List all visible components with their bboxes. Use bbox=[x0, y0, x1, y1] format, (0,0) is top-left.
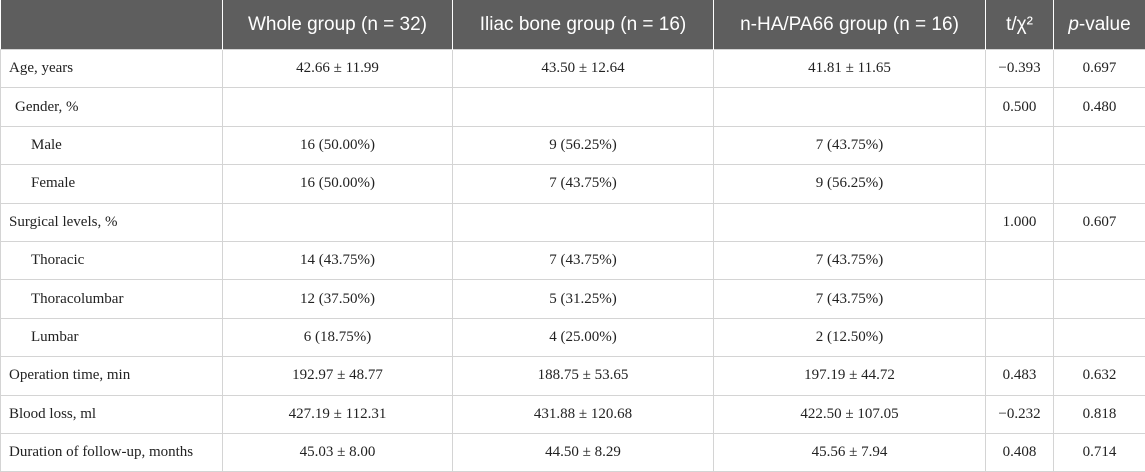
table-cell: 0.480 bbox=[1053, 87, 1145, 127]
table-cell bbox=[1053, 317, 1145, 358]
table-cell: 42.66 ± 11.99 bbox=[222, 48, 453, 89]
table-cell bbox=[1053, 279, 1145, 319]
row-label: Age, years bbox=[0, 48, 223, 89]
header-cell: n-HA/PA66 group (n = 16) bbox=[713, 0, 986, 50]
table-cell: 44.50 ± 8.29 bbox=[452, 432, 714, 472]
table-cell: 7 (43.75%) bbox=[713, 240, 986, 281]
table-cell: 9 (56.25%) bbox=[713, 164, 986, 204]
table-cell: 43.50 ± 12.64 bbox=[452, 48, 714, 89]
table-cell bbox=[452, 87, 714, 127]
table-cell bbox=[713, 202, 986, 242]
table-row: Lumbar 6 (18.75%) 4 (25.00%) 2 (12.50%) bbox=[0, 317, 1145, 358]
header-cell: Iliac bone group (n = 16) bbox=[452, 0, 714, 50]
table-header: Whole group (n = 32) Iliac bone group (n… bbox=[0, 0, 1145, 50]
table-cell: 2 (12.50%) bbox=[713, 317, 986, 358]
table-cell: 422.50 ± 107.05 bbox=[713, 394, 986, 434]
table-cell: 4 (25.00%) bbox=[452, 317, 714, 358]
header-cell: t/χ² bbox=[985, 0, 1054, 50]
table-cell bbox=[985, 317, 1054, 358]
table-cell: 192.97 ± 48.77 bbox=[222, 356, 453, 396]
table-cell: 0.714 bbox=[1053, 432, 1145, 472]
table-cell: 6 (18.75%) bbox=[222, 317, 453, 358]
table-cell: 0.408 bbox=[985, 432, 1054, 472]
table-cell: 1.000 bbox=[985, 202, 1054, 242]
table-cell: 12 (37.50%) bbox=[222, 279, 453, 319]
table-cell: 16 (50.00%) bbox=[222, 164, 453, 204]
table-cell: 0.697 bbox=[1053, 48, 1145, 89]
table-cell: 188.75 ± 53.65 bbox=[452, 356, 714, 396]
row-label: Duration of follow-up, months bbox=[0, 432, 223, 472]
header-cell bbox=[0, 0, 223, 50]
row-label: Gender, % bbox=[0, 87, 223, 127]
table-cell: 0.818 bbox=[1053, 394, 1145, 434]
table-cell: 0.632 bbox=[1053, 356, 1145, 396]
table-body: Age, years 42.66 ± 11.99 43.50 ± 12.64 41.8… bbox=[0, 48, 1145, 472]
table-cell bbox=[985, 164, 1054, 204]
table-cell: 45.56 ± 7.94 bbox=[713, 432, 986, 472]
header-row: Whole group (n = 32) Iliac bone group (n… bbox=[0, 0, 1145, 50]
table-row: Operation time, min 192.97 ± 48.77 188.75 … bbox=[0, 356, 1145, 396]
table-cell: 427.19 ± 112.31 bbox=[222, 394, 453, 434]
table-cell: 7 (43.75%) bbox=[452, 164, 714, 204]
table-cell bbox=[1053, 164, 1145, 204]
table-row: Thoracolumbar 12 (37.50%) 5 (31.25%) 7 (43.… bbox=[0, 279, 1145, 319]
row-label: Blood loss, ml bbox=[0, 394, 223, 434]
table-row: Age, years 42.66 ± 11.99 43.50 ± 12.64 41.8… bbox=[0, 48, 1145, 89]
table-cell: 197.19 ± 44.72 bbox=[713, 356, 986, 396]
row-label: Thoracolumbar bbox=[0, 279, 223, 319]
header-italic: p bbox=[1068, 13, 1079, 35]
row-label: Female bbox=[0, 164, 223, 204]
table-cell: 16 (50.00%) bbox=[222, 125, 453, 166]
row-label: Male bbox=[0, 125, 223, 166]
table-cell: 0.607 bbox=[1053, 202, 1145, 242]
table-cell: 7 (43.75%) bbox=[713, 125, 986, 166]
table-cell: 41.81 ± 11.65 bbox=[713, 48, 986, 89]
table-row: Blood loss, ml 427.19 ± 112.31 431.88 ± 12… bbox=[0, 394, 1145, 434]
table-cell bbox=[985, 240, 1054, 281]
table-cell: 45.03 ± 8.00 bbox=[222, 432, 453, 472]
table-cell bbox=[985, 279, 1054, 319]
table-cell: 7 (43.75%) bbox=[452, 240, 714, 281]
row-label: Thoracic bbox=[0, 240, 223, 281]
table-cell bbox=[1053, 240, 1145, 281]
table-cell: 7 (43.75%) bbox=[713, 279, 986, 319]
table-cell bbox=[1053, 125, 1145, 166]
table-cell: 0.500 bbox=[985, 87, 1054, 127]
table-cell bbox=[985, 125, 1054, 166]
row-label: Operation time, min bbox=[0, 356, 223, 396]
header-cell: Whole group (n = 32) bbox=[222, 0, 453, 50]
table-row: Female 16 (50.00%) 7 (43.75%) 9 (56.25%) bbox=[0, 164, 1145, 204]
header-text: -value bbox=[1078, 13, 1131, 35]
table-cell: −0.232 bbox=[985, 394, 1054, 434]
table-row: Duration of follow-up, months 45.03 ± 8.0… bbox=[0, 432, 1145, 472]
row-label: Lumbar bbox=[0, 317, 223, 358]
table-row: Male 16 (50.00%) 9 (56.25%) 7 (43.75%) bbox=[0, 125, 1145, 166]
table-cell: −0.393 bbox=[985, 48, 1054, 89]
table-cell bbox=[222, 202, 453, 242]
table-row: Thoracic 14 (43.75%) 7 (43.75%) 7 (43.75%) bbox=[0, 240, 1145, 281]
table-row: Gender, % 0.500 0.480 bbox=[0, 87, 1145, 127]
table-cell: 9 (56.25%) bbox=[452, 125, 714, 166]
table-cell: 5 (31.25%) bbox=[452, 279, 714, 319]
row-label: Surgical levels, % bbox=[0, 202, 223, 242]
table-cell bbox=[452, 202, 714, 242]
table-cell: 0.483 bbox=[985, 356, 1054, 396]
table-cell bbox=[713, 87, 986, 127]
table-cell: 14 (43.75%) bbox=[222, 240, 453, 281]
table-row: Surgical levels, % 1.000 0.607 bbox=[0, 202, 1145, 242]
table-cell bbox=[222, 87, 453, 127]
table-cell: 431.88 ± 120.68 bbox=[452, 394, 714, 434]
header-cell: p-value bbox=[1053, 0, 1145, 50]
